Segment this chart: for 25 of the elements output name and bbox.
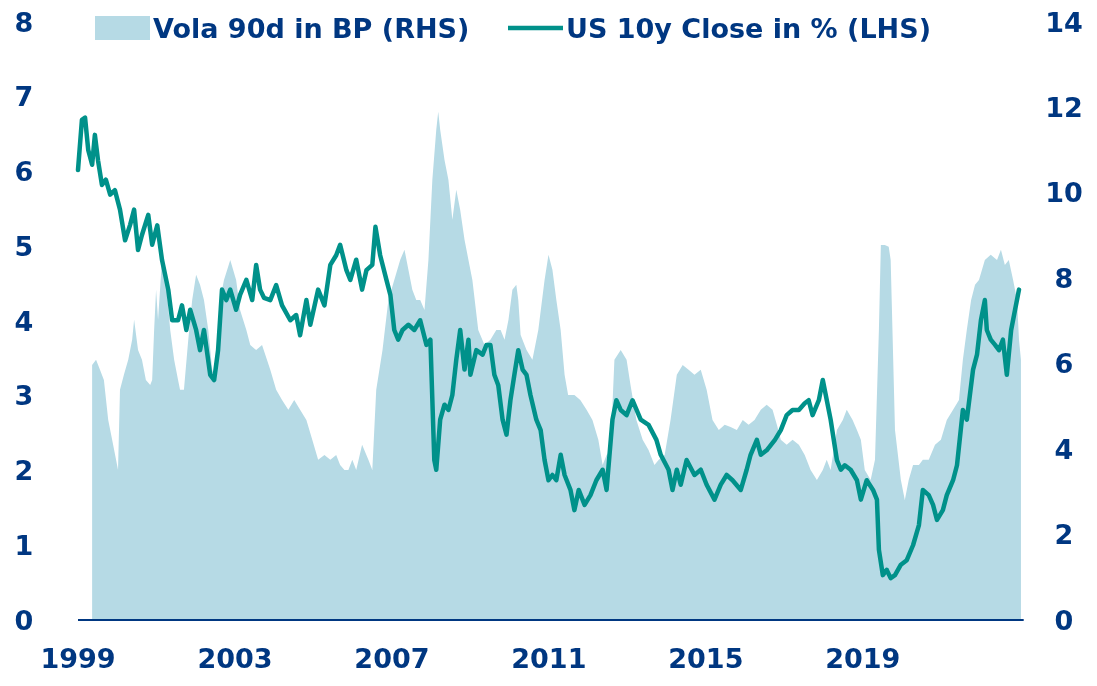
y-tick-label: 3 bbox=[14, 380, 34, 412]
x-tick-label: 2007 bbox=[354, 642, 430, 674]
y-tick-label: 6 bbox=[14, 156, 34, 187]
y2-tick-label: 8 bbox=[1054, 262, 1074, 294]
legend-label: Vola 90d in BP (RHS) bbox=[153, 12, 470, 44]
y-tick-label: 0 bbox=[14, 604, 34, 636]
y-tick-label: 5 bbox=[14, 230, 34, 262]
y2-tick-label: 12 bbox=[1045, 91, 1083, 123]
y-tick-label: 8 bbox=[14, 6, 34, 38]
y2-tick-label: 14 bbox=[1045, 6, 1083, 38]
y2-tick-label: 10 bbox=[1045, 177, 1083, 209]
y2-tick-label: 2 bbox=[1054, 519, 1074, 551]
x-tick-label: 2019 bbox=[825, 642, 901, 674]
y-tick-label: 7 bbox=[14, 81, 34, 113]
y2-tick-label: 4 bbox=[1054, 433, 1074, 465]
y-tick-label: 1 bbox=[14, 529, 34, 561]
y-tick-label: 2 bbox=[14, 455, 34, 486]
x-tick-label: 2015 bbox=[668, 642, 744, 674]
y2-tick-label: 6 bbox=[1054, 348, 1074, 380]
y-tick-label: 4 bbox=[14, 305, 34, 337]
x-tick-label: 2003 bbox=[197, 642, 273, 674]
x-tick-label: 1999 bbox=[40, 642, 116, 674]
y2-tick-label: 0 bbox=[1054, 604, 1074, 636]
x-tick-label: 2011 bbox=[511, 642, 587, 674]
legend-label: US 10y Close in % (LHS) bbox=[566, 12, 932, 44]
